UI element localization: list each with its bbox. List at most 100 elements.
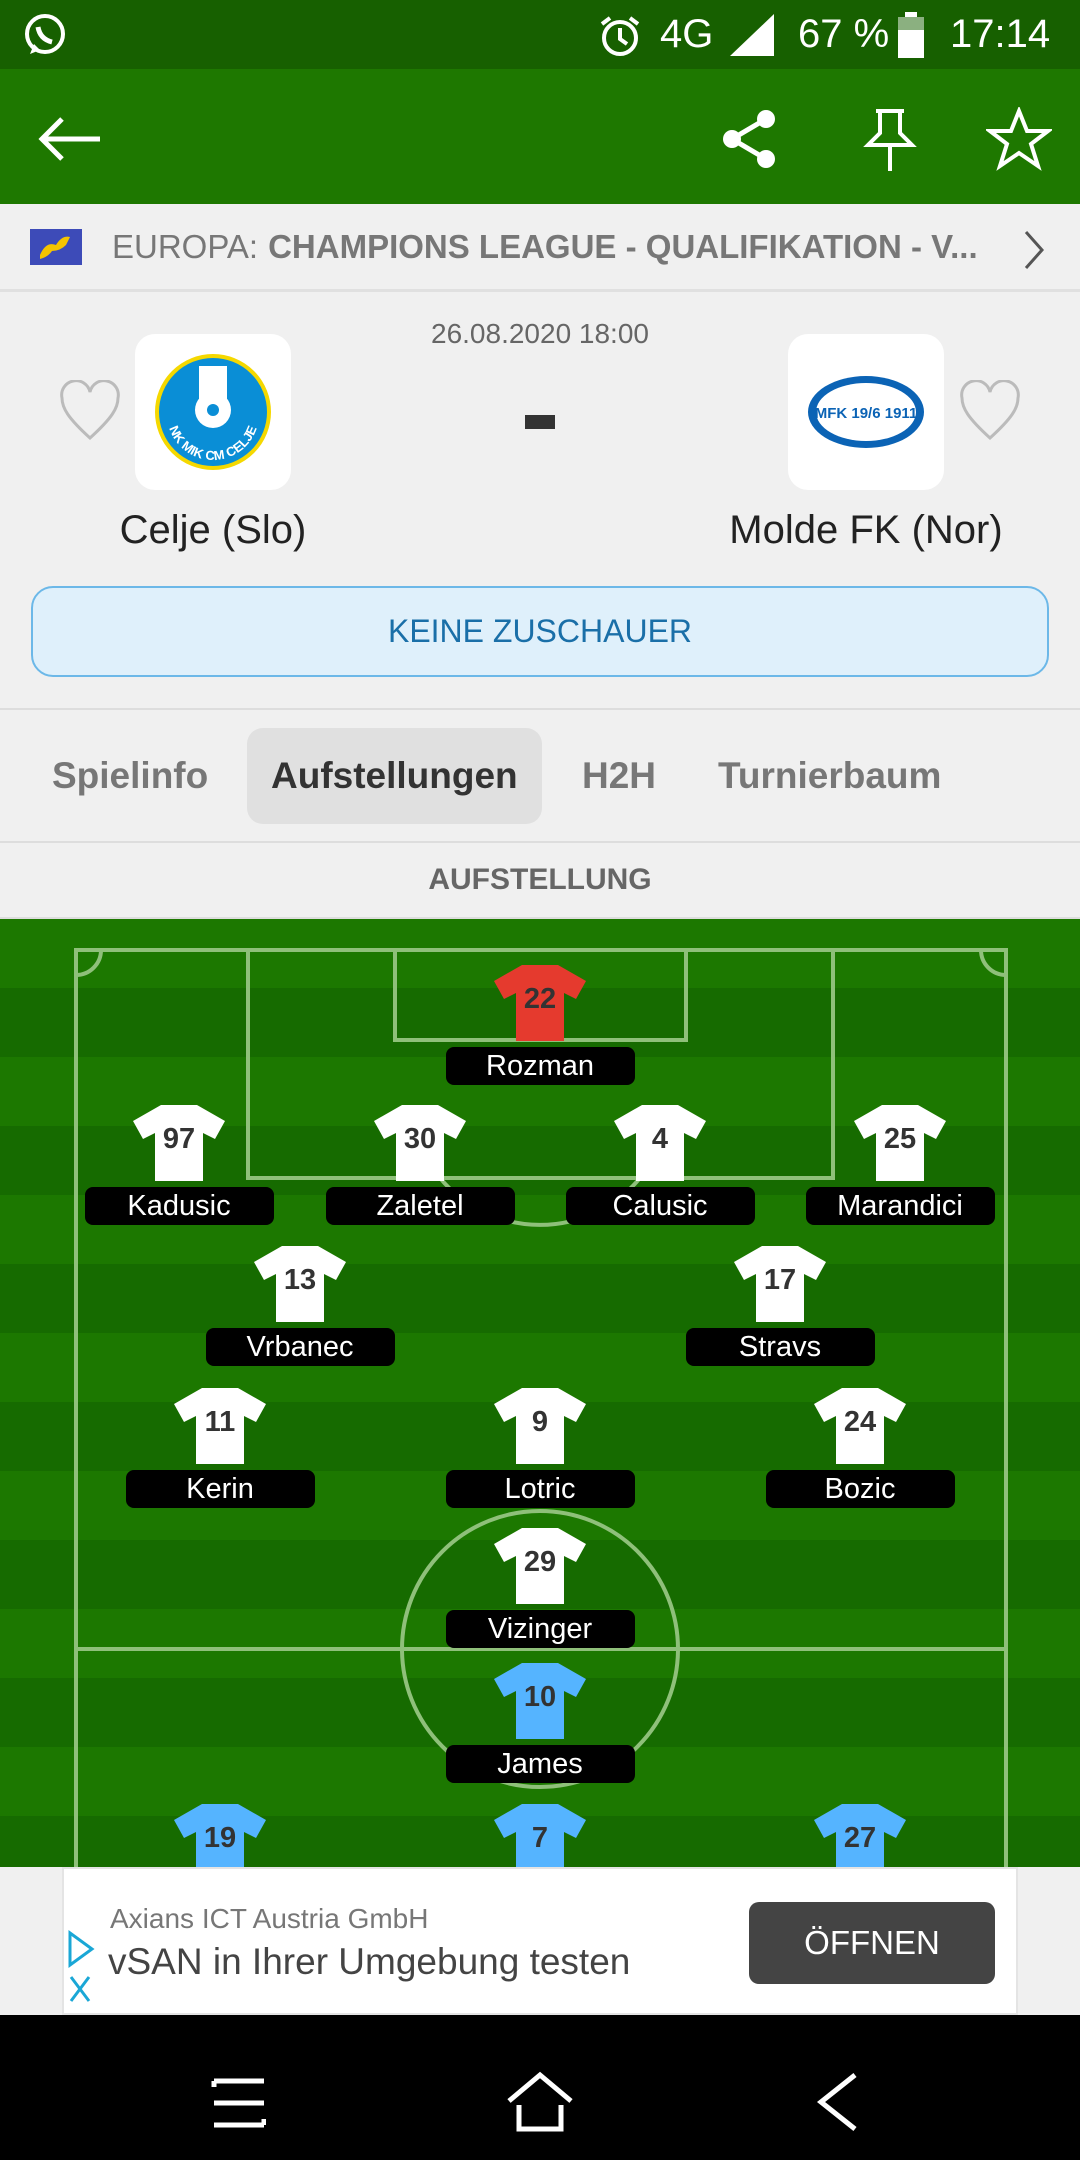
player-name: Lotric (445, 1470, 635, 1508)
europe-flag-icon (30, 228, 82, 265)
player-0[interactable]: 22 Rozman (440, 963, 640, 1085)
home-team-name[interactable]: Celje (Slo) (119, 508, 307, 552)
alarm-icon (600, 16, 640, 56)
no-spectators-notice: KEINE ZUSCHAUER (31, 586, 1049, 677)
player-name: Vizinger (445, 1610, 635, 1648)
player-number: 19 (203, 1822, 237, 1854)
player-number: 22 (523, 983, 557, 1015)
whatsapp-icon (25, 14, 65, 54)
player-14[interactable]: 27 (760, 1802, 960, 1867)
app-bar (0, 69, 1080, 204)
shirt-icon: 4 (612, 1103, 708, 1183)
competition-label: CHAMPIONS LEAGUE - QUALIFIKATION - V... (268, 227, 978, 265)
favorite-home-heart-icon[interactable] (58, 380, 122, 444)
player-5[interactable]: 13 Vrbanec (200, 1244, 400, 1366)
player-number: 17 (763, 1264, 797, 1296)
pin-icon[interactable] (862, 107, 918, 173)
player-number: 4 (651, 1123, 669, 1155)
player-2[interactable]: 30 Zaletel (320, 1103, 520, 1225)
ad-open-button[interactable]: ÖFFNEN (749, 1902, 995, 1984)
shirt-icon: 17 (732, 1244, 828, 1324)
player-name: James (445, 1745, 635, 1783)
recents-icon[interactable] (210, 2075, 266, 2131)
tab-spielinfo[interactable]: Spielinfo (52, 755, 209, 796)
clock: 17:14 (950, 12, 1051, 56)
share-icon[interactable] (720, 107, 780, 171)
shirt-icon: 19 (172, 1802, 268, 1867)
player-3[interactable]: 4 Calusic (560, 1103, 760, 1225)
player-9[interactable]: 24 Bozic (760, 1386, 960, 1508)
player-number: 97 (162, 1123, 196, 1155)
score-separator (525, 415, 555, 429)
player-name: Vrbanec (205, 1328, 395, 1366)
tab-aufstellungen[interactable]: Aufstellungen (247, 728, 542, 824)
status-bar: 4G 67 % 17:14 (0, 0, 1080, 69)
player-name: Marandici (805, 1187, 995, 1225)
shirt-icon: 97 (131, 1103, 227, 1183)
navigation-bar (0, 2015, 1080, 2160)
competition-breadcrumb[interactable]: EUROPA: CHAMPIONS LEAGUE - QUALIFIKATION… (0, 204, 1080, 292)
player-number: 10 (523, 1681, 557, 1713)
ad-banner[interactable]: Axians ICT Austria GmbH vSAN in Ihrer Um… (62, 1867, 1018, 2015)
chevron-right-icon (1024, 231, 1045, 269)
player-number: 24 (843, 1406, 877, 1438)
shirt-icon: 10 (492, 1661, 588, 1741)
shirt-icon: 29 (492, 1526, 588, 1606)
player-7[interactable]: 11 Kerin (120, 1386, 320, 1508)
back-arrow-icon[interactable] (38, 117, 102, 161)
shirt-icon: 7 (492, 1802, 588, 1867)
lineup-heading: AUFSTELLUNG (0, 843, 1080, 919)
shirt-icon: 9 (492, 1386, 588, 1466)
player-number: 9 (531, 1406, 549, 1438)
player-name: Rozman (445, 1047, 635, 1085)
shirt-icon: 22 (492, 963, 588, 1043)
ad-headline: vSAN in Ihrer Umgebung testen (108, 1941, 631, 1982)
player-8[interactable]: 9 Lotric (440, 1386, 640, 1508)
network-label: 4G (660, 12, 714, 56)
battery-icon (898, 12, 924, 58)
back-icon[interactable] (815, 2071, 859, 2133)
shirt-icon: 30 (372, 1103, 468, 1183)
away-logo-text: MFK 19/6 1911 (815, 405, 918, 422)
shirt-icon: 27 (812, 1802, 908, 1867)
player-6[interactable]: 17 Stravs (680, 1244, 880, 1366)
shirt-icon: 11 (172, 1386, 268, 1466)
player-13[interactable]: 7 (440, 1802, 640, 1867)
adchoices-icon[interactable] (66, 1929, 96, 2005)
player-number: 27 (843, 1822, 877, 1854)
home-team-logo: NK MIK CM CELJE (135, 334, 291, 490)
match-datetime: 26.08.2020 18:00 (431, 318, 649, 349)
lineup-pitch: 22 Rozman 97 Kadusic 30 Zaletel 4 Calusic 25 Mara… (0, 919, 1080, 1867)
player-number: 11 (204, 1406, 236, 1438)
ad-advertiser: Axians ICT Austria GmbH (110, 1903, 429, 1934)
shirt-icon: 13 (252, 1244, 348, 1324)
player-name: Calusic (565, 1187, 755, 1225)
tab-turnierbaum[interactable]: Turnierbaum (718, 755, 942, 796)
region-label: EUROPA: (112, 227, 259, 265)
player-name: Kerin (125, 1470, 315, 1508)
player-number: 25 (883, 1123, 917, 1155)
player-11[interactable]: 10 James (440, 1661, 640, 1783)
player-12[interactable]: 19 (120, 1802, 320, 1867)
star-icon[interactable] (986, 107, 1052, 171)
player-number: 13 (283, 1264, 317, 1296)
player-name: Kadusic (84, 1187, 274, 1225)
player-number: 7 (531, 1822, 549, 1854)
away-team-logo: MFK 19/6 1911 (788, 334, 944, 490)
tab-h2h[interactable]: H2H (582, 755, 657, 796)
home-icon[interactable] (505, 2071, 575, 2133)
battery-percent: 67 % (798, 12, 890, 56)
away-team-name[interactable]: Molde FK (Nor) (729, 508, 1003, 552)
shirt-icon: 25 (852, 1103, 948, 1183)
player-4[interactable]: 25 Marandici (800, 1103, 1000, 1225)
player-number: 29 (523, 1546, 557, 1578)
favorite-away-heart-icon[interactable] (958, 380, 1022, 444)
player-1[interactable]: 97 Kadusic (79, 1103, 279, 1225)
player-name: Stravs (685, 1328, 875, 1366)
player-name: Bozic (765, 1470, 955, 1508)
shirt-icon: 24 (812, 1386, 908, 1466)
player-name: Zaletel (325, 1187, 515, 1225)
player-10[interactable]: 29 Vizinger (440, 1526, 640, 1648)
signal-icon (730, 14, 774, 56)
player-number: 30 (403, 1123, 437, 1155)
